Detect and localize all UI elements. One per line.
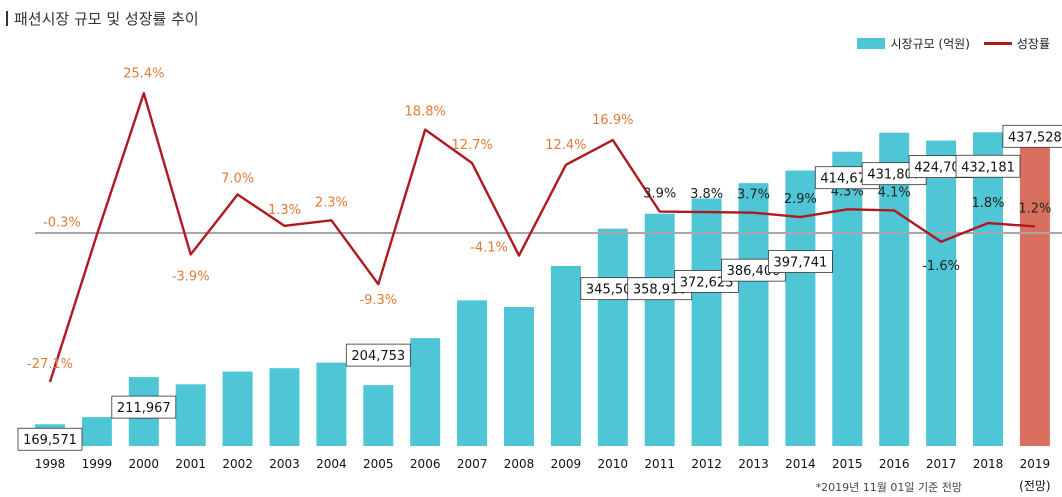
- bar-value-label-2018: 432,181: [961, 160, 1015, 175]
- x-tick-2010: 2010: [598, 457, 629, 471]
- bar-2003: [269, 368, 300, 446]
- bar-value-label-2013: 386,400: [727, 264, 781, 279]
- x-tick-2001: 2001: [175, 457, 206, 471]
- legend-bar-swatch: [857, 38, 886, 49]
- bar-2004: [316, 362, 347, 446]
- chart-title: 패션시장 규모 및 성장률 추이: [6, 8, 199, 29]
- bar-2019: [1019, 126, 1050, 446]
- bar-value-label-2019: 437,528: [1008, 130, 1062, 145]
- footnote: *2019년 11월 01일 기준 전망: [815, 481, 962, 494]
- x-tick-1998: 1998: [35, 457, 66, 471]
- legend-line-label: 성장률: [1016, 37, 1050, 51]
- bar-value-label-2012: 372,623: [680, 275, 734, 290]
- growth-label-2004: 2.3%: [315, 195, 348, 210]
- growth-label-2006: 18.8%: [405, 105, 446, 120]
- x-tick-2000: 2000: [129, 457, 160, 471]
- bar-value-label-2010: 345,501: [586, 283, 640, 298]
- x-tick-2002: 2002: [222, 457, 253, 471]
- legend-item-market-size: 시장규모 (억원): [857, 35, 970, 52]
- x-tick-2004: 2004: [316, 457, 347, 471]
- bar-value-label-2011: 358,916: [633, 283, 687, 298]
- x-tick-2016: 2016: [879, 457, 910, 471]
- bar-value-box-2018: [955, 154, 1021, 178]
- x-tick-2009: 2009: [551, 457, 582, 471]
- x-tick-2008: 2008: [504, 457, 535, 471]
- growth-label-1999: -0.3%: [43, 216, 81, 231]
- growth-label-2013: 3.7%: [737, 188, 770, 203]
- x-tick-2015: 2015: [832, 457, 863, 471]
- growth-line: [48, 92, 1035, 383]
- bar-2001: [175, 384, 206, 446]
- growth-label-2019: 1.2%: [1018, 201, 1051, 216]
- growth-label-2009: 12.4%: [545, 138, 586, 153]
- growth-label-1998: -27.1%: [27, 357, 73, 372]
- growth-label-2005: -9.3%: [359, 293, 397, 308]
- bar-value-label-2015: 414,676: [820, 172, 874, 187]
- x-tick-2003: 2003: [269, 457, 300, 471]
- legend-item-growth: 성장률: [983, 35, 1050, 52]
- x-tick-2013: 2013: [738, 457, 769, 471]
- bar-2018: [973, 132, 1003, 446]
- growth-label-2016: 4.1%: [878, 185, 911, 200]
- legend-bar-label: 시장규모 (억원): [890, 37, 970, 51]
- bar-value-label-2005: 204,753: [351, 349, 405, 364]
- bar-2015: [832, 151, 863, 446]
- growth-label-2017: -1.6%: [922, 259, 960, 274]
- bar-2010: [597, 228, 628, 446]
- bar-2009: [550, 265, 581, 446]
- bar-value-label-2017: 424,704: [914, 161, 968, 176]
- bar-2006: [410, 338, 441, 446]
- growth-label-2014: 2.9%: [784, 192, 817, 207]
- bar-1999: [81, 417, 112, 446]
- x-tick-2005: 2005: [363, 457, 394, 471]
- bar-value-box-1998: [17, 427, 83, 451]
- x-tick-2012: 2012: [691, 457, 722, 471]
- bar-value-label-2016: 431,807: [867, 168, 921, 183]
- growth-label-2000: 25.4%: [123, 66, 164, 81]
- bar-value-box-2019: [1002, 124, 1062, 148]
- bar-value-box-2000: [111, 395, 177, 419]
- x-tick-forecast-sublabel: (전망): [1019, 479, 1050, 493]
- chart-title-text: 패션시장 규모 및 성장률 추이: [14, 10, 199, 28]
- x-tick-2006: 2006: [410, 457, 441, 471]
- legend-line-swatch: [983, 42, 1012, 45]
- bar-2011: [644, 213, 675, 446]
- growth-label-2001: -3.9%: [172, 269, 210, 284]
- growth-label-2010: 16.9%: [592, 113, 633, 128]
- growth-label-2008: -4.1%: [470, 241, 508, 256]
- bar-value-label-1998: 169,571: [23, 433, 77, 448]
- x-tick-1999: 1999: [82, 457, 113, 471]
- growth-label-2003: 1.3%: [268, 203, 301, 218]
- growth-label-2012: 3.8%: [690, 187, 723, 202]
- legend: 시장규모 (억원) 성장률: [857, 35, 1050, 52]
- x-tick-2018: 2018: [973, 457, 1004, 471]
- title-accent-bar: [6, 11, 8, 26]
- growth-label-2007: 12.7%: [451, 138, 492, 153]
- growth-label-2018: 1.8%: [971, 196, 1004, 211]
- x-tick-2007: 2007: [457, 457, 488, 471]
- bar-2002: [222, 371, 253, 446]
- bar-2007: [457, 300, 488, 446]
- x-tick-2017: 2017: [926, 457, 957, 471]
- bar-2017: [926, 140, 957, 446]
- bar-value-label-2000: 211,967: [117, 401, 171, 416]
- bar-value-box-2014: [768, 250, 833, 273]
- bar-value-label-2014: 397,741: [774, 256, 828, 271]
- x-tick-2014: 2014: [785, 457, 816, 471]
- x-tick-2011: 2011: [644, 457, 675, 471]
- growth-label-2011: 3.9%: [643, 187, 676, 202]
- x-tick-2019: 2019: [1020, 457, 1051, 471]
- bar-2014: [785, 170, 816, 446]
- growth-label-2002: 7.0%: [221, 172, 254, 187]
- bar-2012: [691, 198, 722, 446]
- bar-2008: [504, 307, 534, 446]
- bar-2005: [363, 385, 394, 446]
- bar-2013: [738, 183, 769, 446]
- bar-value-box-2005: [345, 343, 411, 367]
